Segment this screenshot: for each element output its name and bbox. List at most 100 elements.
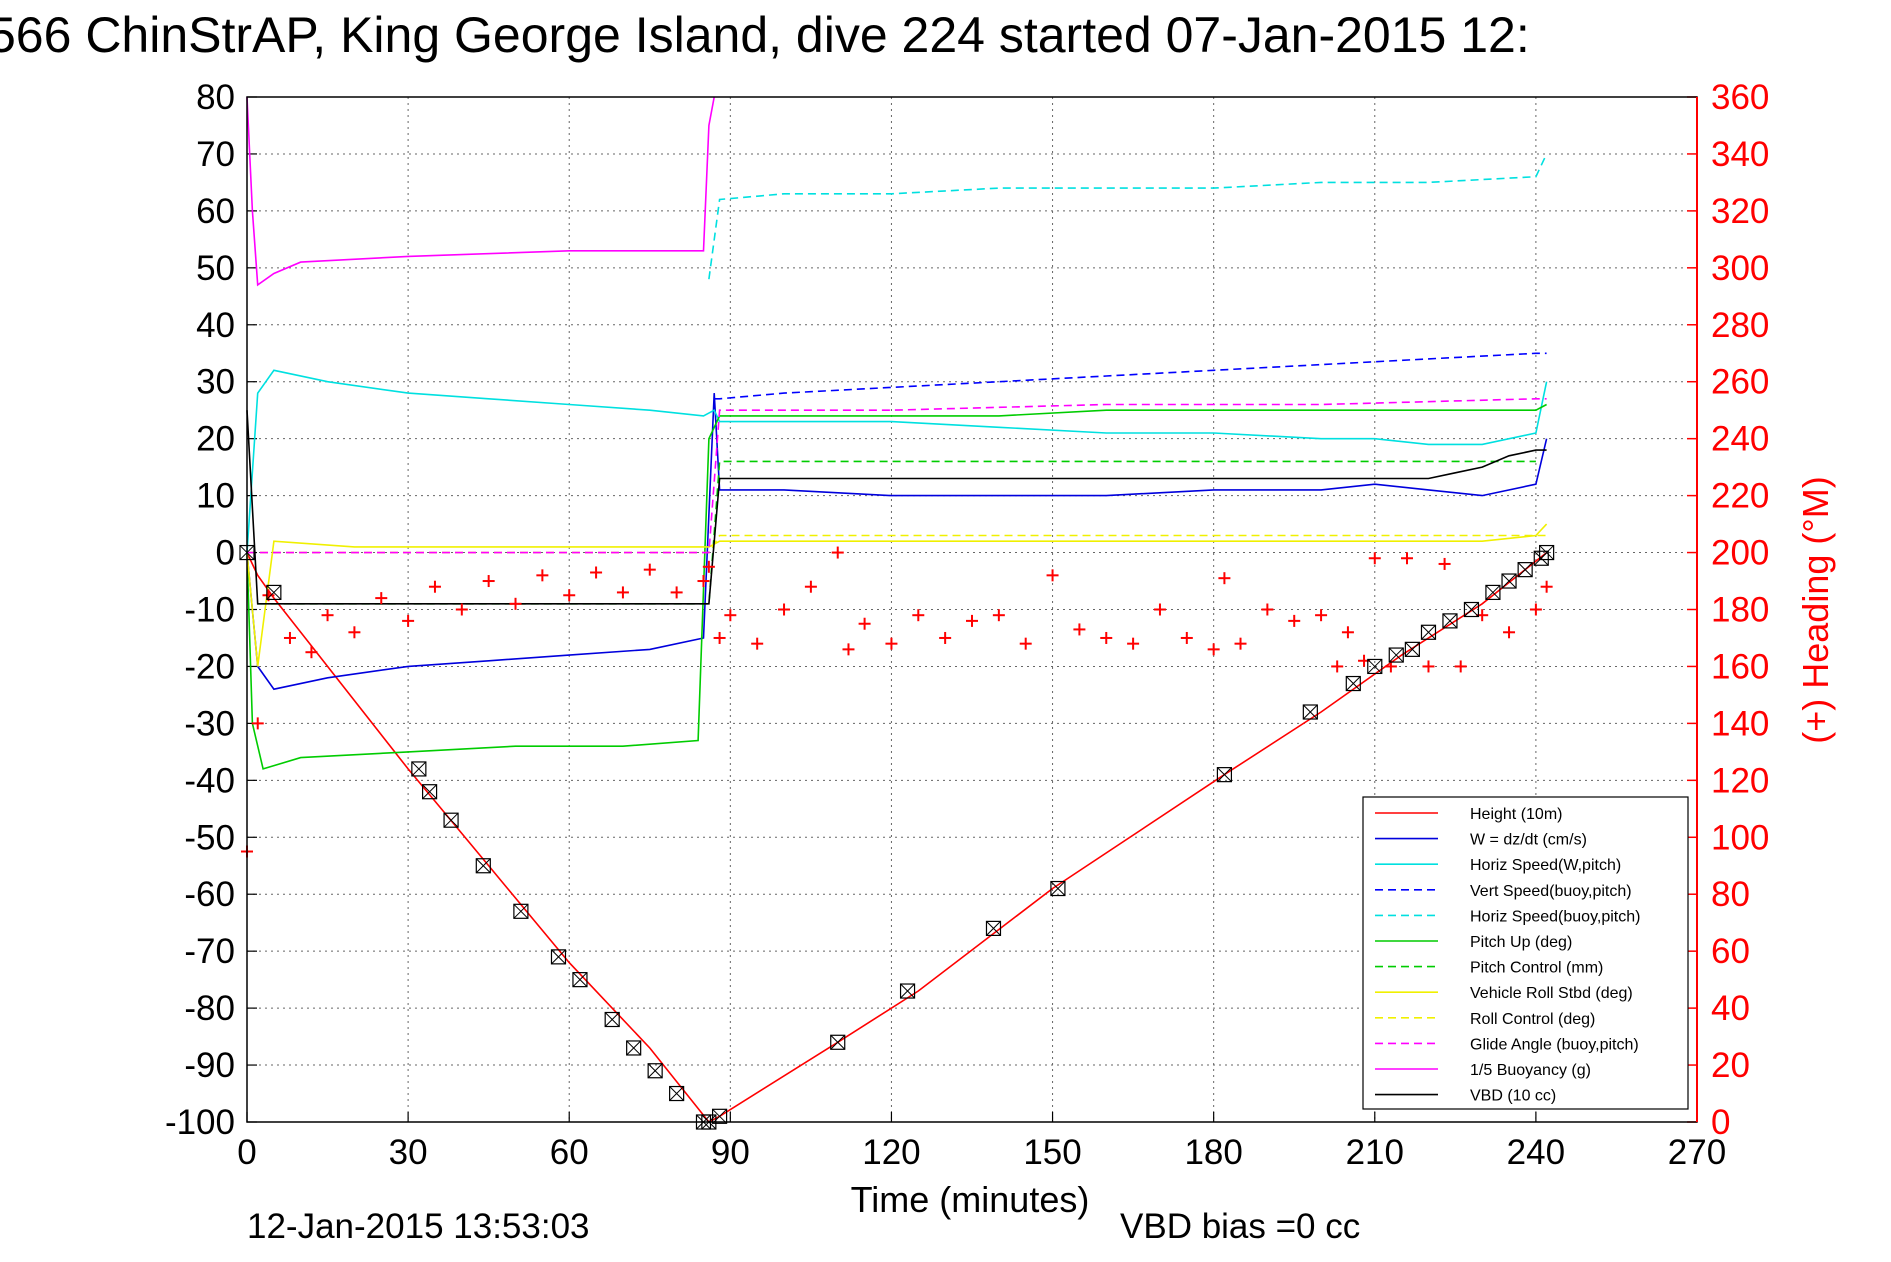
heading-marker (1368, 552, 1381, 565)
y2-tick-label: 180 (1711, 591, 1769, 630)
heading-marker (751, 637, 764, 650)
depth-marker-diag2 (1388, 647, 1404, 663)
depth-marker-diag2 (1485, 585, 1501, 600)
depth-marker-box (1533, 550, 1549, 566)
chart-title: 566 ChinStrAP, King George Island, dive … (0, 7, 1530, 63)
heading-marker (348, 626, 361, 639)
series-line-horiz_speed (246, 369, 1548, 553)
legend-label-horiz_speed_buoy: Horiz Speed(buoy,pitch) (1470, 908, 1640, 925)
heading-marker (713, 631, 726, 644)
depth-marker-diag2 (443, 812, 459, 828)
depth-marker-diag2 (669, 1086, 684, 1101)
depth-marker (421, 784, 438, 800)
depth-marker-diag2 (551, 949, 566, 965)
depth-marker (899, 983, 916, 999)
y-tick-label: 50 (196, 249, 235, 288)
depth-marker (1463, 601, 1480, 618)
y-tick-label: 0 (216, 534, 235, 573)
depth-marker-box (1388, 647, 1404, 663)
heading-marker (1073, 623, 1086, 636)
plot-area (239, 96, 1555, 1130)
x-tick-label: 150 (1023, 1133, 1081, 1172)
depth-marker-box (411, 761, 427, 777)
y2-tick-label: 260 (1711, 363, 1769, 402)
heading-marker (1438, 557, 1451, 570)
depth-marker-box (475, 858, 491, 874)
depth-marker-box (830, 1034, 846, 1050)
heading-marker (831, 546, 844, 559)
y2-tick-label: 360 (1711, 78, 1769, 117)
legend-label-horiz_speed: Horiz Speed(W,pitch) (1470, 857, 1621, 874)
depth-marker-box (421, 784, 438, 800)
depth-marker (626, 1040, 642, 1056)
heading-marker (375, 592, 388, 605)
heading-marker (939, 631, 952, 644)
depth-marker-box (513, 903, 529, 919)
x-tick-label: 210 (1346, 1133, 1404, 1172)
heading-marker (1454, 660, 1467, 673)
depth-marker-diag2 (422, 784, 437, 800)
heading-marker (1153, 603, 1166, 616)
heading-marker (724, 609, 737, 622)
depth-marker-diag2 (647, 1063, 663, 1079)
y-tick-label: -100 (165, 1103, 235, 1142)
y2-tick-label: 120 (1711, 761, 1769, 800)
depth-marker-box (647, 1063, 663, 1079)
heading-marker (1234, 637, 1247, 650)
series-line-roll_control (247, 534, 1547, 554)
depth-marker (1442, 613, 1458, 629)
depth-marker-diag2 (1345, 676, 1361, 691)
heading-marker (402, 614, 415, 627)
depth-marker (985, 920, 1002, 936)
depth-marker (1517, 562, 1533, 578)
x-tick-label: 180 (1184, 1133, 1242, 1172)
depth-marker (1539, 544, 1555, 561)
depth-marker (572, 972, 588, 988)
legend-label-vert_speed_buoy: Vert Speed(buoy,pitch) (1470, 883, 1632, 900)
depth-marker-diag2 (712, 1108, 727, 1124)
depth-marker-box (1501, 573, 1517, 589)
y2-tick-label: 40 (1711, 989, 1750, 1028)
y-tick-label: 30 (196, 363, 235, 402)
depth-marker-diag2 (411, 761, 427, 777)
depth-marker-diag2 (1367, 659, 1383, 674)
y2-tick-label: 20 (1711, 1046, 1750, 1085)
depth-marker (475, 858, 491, 874)
legend-label-buoyancy: 1/5 Buoyancy (g) (1470, 1062, 1591, 1079)
y-tick-label: -70 (184, 932, 235, 971)
heading-marker (1019, 637, 1032, 650)
heading-marker (702, 560, 715, 573)
heading-marker (885, 637, 898, 650)
heading-marker (643, 563, 656, 576)
legend-label-roll: Vehicle Roll Stbd (deg) (1470, 985, 1633, 1002)
heading-marker (1218, 572, 1231, 585)
heading-marker (697, 575, 710, 588)
depth-marker-box (985, 920, 1002, 936)
y-tick-label: 70 (196, 135, 235, 174)
y-tick-label: -20 (184, 647, 235, 686)
heading-marker (966, 614, 978, 627)
x-tick-label: 90 (711, 1133, 750, 1172)
legend-label-pitch_up: Pitch Up (deg) (1470, 934, 1572, 951)
depth-marker-box (1463, 601, 1480, 618)
series-line-pitch_control (257, 460, 1536, 605)
depth-marker (604, 1011, 620, 1028)
heading-marker (842, 643, 855, 656)
series-line-vert_speed_buoy (714, 352, 1547, 400)
depth-marker (1485, 584, 1501, 601)
y-tick-label: -90 (184, 1046, 235, 1085)
depth-marker-box (1216, 767, 1233, 783)
depth-marker-diag2 (1442, 613, 1458, 629)
heading-marker (992, 609, 1005, 622)
heading-marker (912, 609, 925, 622)
y-tick-label: -40 (184, 761, 235, 800)
depth-marker (1216, 767, 1233, 783)
y2-tick-label: 160 (1711, 647, 1769, 686)
depth-marker-box (1050, 880, 1066, 897)
depth-marker-diag2 (572, 972, 588, 987)
depth-marker-box (604, 1011, 620, 1028)
depth-marker-diag2 (626, 1040, 642, 1056)
legend-box (1362, 796, 1689, 1110)
depth-marker (1404, 641, 1420, 657)
